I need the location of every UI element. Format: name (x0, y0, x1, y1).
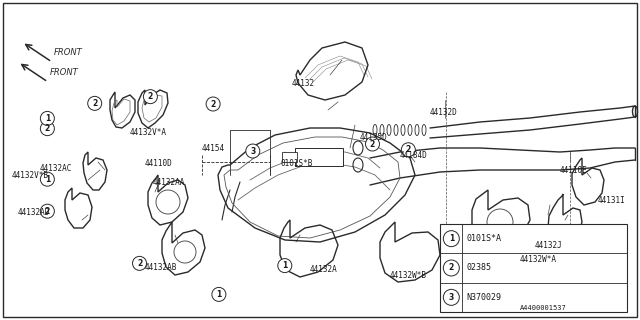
Text: 44110D: 44110D (145, 158, 173, 167)
Bar (440, 224, 627, 312)
Text: 44135D: 44135D (360, 132, 388, 141)
Text: FRONT: FRONT (50, 68, 79, 76)
Text: 44154: 44154 (202, 143, 225, 153)
Text: 44184D: 44184D (400, 150, 428, 159)
Text: 2: 2 (370, 140, 375, 148)
Text: 44132: 44132 (292, 78, 315, 87)
Text: 2: 2 (45, 207, 50, 216)
Text: N370029: N370029 (467, 293, 501, 302)
Circle shape (401, 143, 415, 157)
Text: 44132V*B: 44132V*B (12, 171, 49, 180)
Text: 1: 1 (45, 175, 50, 184)
Circle shape (40, 204, 54, 218)
Circle shape (278, 259, 292, 273)
Circle shape (444, 231, 460, 247)
Text: 2: 2 (92, 99, 97, 108)
Bar (295, 148, 343, 166)
Text: 44132AA: 44132AA (153, 178, 186, 187)
Circle shape (444, 289, 460, 305)
Text: 44132AD: 44132AD (18, 207, 51, 217)
Text: 2: 2 (148, 92, 153, 101)
Circle shape (132, 256, 147, 270)
Circle shape (143, 90, 157, 104)
Text: 2: 2 (211, 100, 216, 108)
Text: 44132AB: 44132AB (145, 263, 177, 273)
Text: 44132J: 44132J (535, 241, 563, 250)
Text: 1: 1 (216, 290, 221, 299)
Text: 44132V*A: 44132V*A (130, 127, 167, 137)
Circle shape (246, 144, 260, 158)
Text: 1: 1 (449, 234, 454, 243)
Text: 3: 3 (250, 147, 255, 156)
Circle shape (365, 137, 380, 151)
Circle shape (40, 111, 54, 125)
Circle shape (444, 260, 460, 276)
Text: 02385: 02385 (467, 263, 492, 273)
Circle shape (212, 287, 226, 301)
Text: FRONT: FRONT (54, 47, 83, 57)
Text: 2: 2 (449, 263, 454, 273)
Text: 2: 2 (45, 124, 50, 133)
Text: 44110E: 44110E (560, 165, 588, 174)
Text: 44132D: 44132D (430, 108, 458, 116)
Circle shape (40, 122, 54, 136)
Text: 0101S*B: 0101S*B (280, 158, 312, 167)
Circle shape (206, 97, 220, 111)
Text: 1: 1 (282, 261, 287, 270)
Text: 44132A: 44132A (310, 266, 338, 275)
Text: 44131I: 44131I (598, 196, 626, 204)
Text: 3: 3 (449, 293, 454, 302)
Text: A4400001537: A4400001537 (520, 305, 567, 311)
Bar (282, 152, 297, 162)
Text: 1: 1 (45, 114, 50, 123)
Text: 44132W*A: 44132W*A (520, 255, 557, 265)
Circle shape (40, 172, 54, 186)
Text: 44132AC: 44132AC (40, 164, 72, 172)
Text: 2: 2 (406, 145, 411, 154)
Text: 2: 2 (137, 259, 142, 268)
Text: 0101S*A: 0101S*A (467, 234, 501, 243)
Text: 44132W*B: 44132W*B (390, 271, 427, 281)
Circle shape (88, 96, 102, 110)
